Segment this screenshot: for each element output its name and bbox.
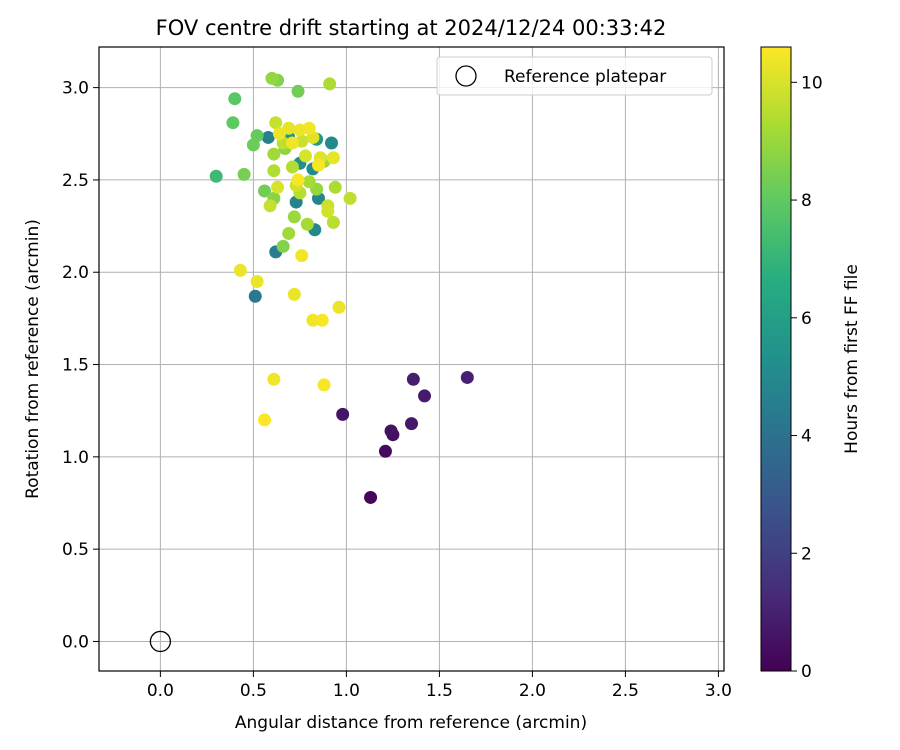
data-point <box>258 413 272 427</box>
data-point <box>287 287 301 301</box>
data-point <box>258 184 272 198</box>
data-point <box>272 127 286 141</box>
data-point <box>291 84 305 98</box>
data-point <box>321 204 335 218</box>
data-point <box>285 160 299 174</box>
data-point <box>325 136 339 150</box>
legend-box <box>436 56 713 96</box>
data-point <box>323 77 337 91</box>
data-point <box>343 191 357 205</box>
data-point <box>384 424 398 438</box>
data-point <box>295 249 309 263</box>
data-point <box>267 372 281 386</box>
data-point <box>263 199 277 213</box>
data-point <box>276 239 290 253</box>
data-point <box>332 300 346 314</box>
data-point <box>271 180 285 194</box>
data-point <box>328 180 342 194</box>
plot-frame <box>98 46 725 672</box>
data-point <box>228 92 242 106</box>
x-tick-label: 1.5 <box>426 681 453 701</box>
legend-marker-icon <box>455 65 477 87</box>
x-tick-label: 0.5 <box>240 681 267 701</box>
data-point <box>405 417 418 431</box>
data-point <box>460 370 474 384</box>
data-point <box>317 378 331 392</box>
data-point <box>378 444 392 458</box>
data-point <box>291 173 305 187</box>
data-point <box>261 130 275 144</box>
colorbar-tick-label: 10 <box>801 73 823 93</box>
colorbar-tick-label: 2 <box>801 544 812 564</box>
x-tick-label: 2.5 <box>612 681 639 701</box>
colorbar-tick-label: 8 <box>801 191 812 211</box>
data-point <box>326 151 340 165</box>
data-point <box>226 116 240 130</box>
x-axis-label: Angular distance from reference (arcmin) <box>235 713 587 733</box>
reference-point <box>149 630 172 653</box>
colorbar-tick-label: 0 <box>801 662 812 682</box>
x-tick-label: 3.0 <box>705 681 732 701</box>
data-point <box>250 274 264 288</box>
x-tick-label: 2.0 <box>519 681 546 701</box>
data-point <box>287 210 301 224</box>
data-point <box>315 313 329 327</box>
data-point <box>300 217 314 231</box>
y-tick-label: 2.5 <box>62 171 89 191</box>
data-points <box>209 71 474 504</box>
y-tick-label: 0.0 <box>62 632 89 652</box>
data-point <box>248 289 262 303</box>
data-point <box>406 372 420 386</box>
legend: Reference platepar <box>436 56 713 96</box>
data-point <box>326 215 340 229</box>
data-point <box>306 313 320 327</box>
grid-lines <box>99 47 724 671</box>
data-point <box>282 226 296 240</box>
data-point <box>237 167 251 181</box>
colorbar-tick-label: 6 <box>801 309 812 329</box>
y-tick-label: 1.5 <box>62 356 89 376</box>
chart-title: FOV centre drift starting at 2024/12/24 … <box>156 16 667 40</box>
colorbar <box>760 46 792 672</box>
y-tick-label: 3.0 <box>62 79 89 99</box>
reference-platepar-marker <box>149 630 172 653</box>
y-axis-label: Rotation from reference (arcmin) <box>23 219 43 499</box>
data-point <box>267 164 281 178</box>
data-point <box>418 389 432 403</box>
data-point <box>302 121 316 135</box>
y-tick-label: 2.0 <box>62 263 89 283</box>
y-axis-ticks: 0.0 0.5 1.0 1.5 2.0 2.5 3.0 <box>62 79 99 652</box>
data-point <box>265 71 279 85</box>
y-tick-label: 1.0 <box>62 448 89 468</box>
colorbar-tick-label: 4 <box>801 427 812 447</box>
data-point <box>311 158 325 172</box>
data-point <box>209 169 223 183</box>
data-point <box>336 407 350 421</box>
legend-entry-label: Reference platepar <box>504 67 666 87</box>
x-tick-label: 1.0 <box>333 681 360 701</box>
data-point <box>269 116 283 130</box>
data-point <box>233 263 247 277</box>
x-tick-label: 0.0 <box>147 681 174 701</box>
data-point <box>285 136 299 150</box>
y-tick-label: 0.5 <box>62 540 89 560</box>
data-point <box>298 149 312 163</box>
data-point <box>302 175 316 189</box>
data-point <box>246 138 260 152</box>
data-point <box>267 147 281 161</box>
data-point <box>364 490 378 504</box>
colorbar-ticks: 0 2 4 6 8 10 <box>791 73 823 682</box>
x-axis-ticks: 0.0 0.5 1.0 1.5 2.0 2.5 3.0 <box>147 671 732 701</box>
colorbar-label: Hours from first FF file <box>842 264 862 454</box>
